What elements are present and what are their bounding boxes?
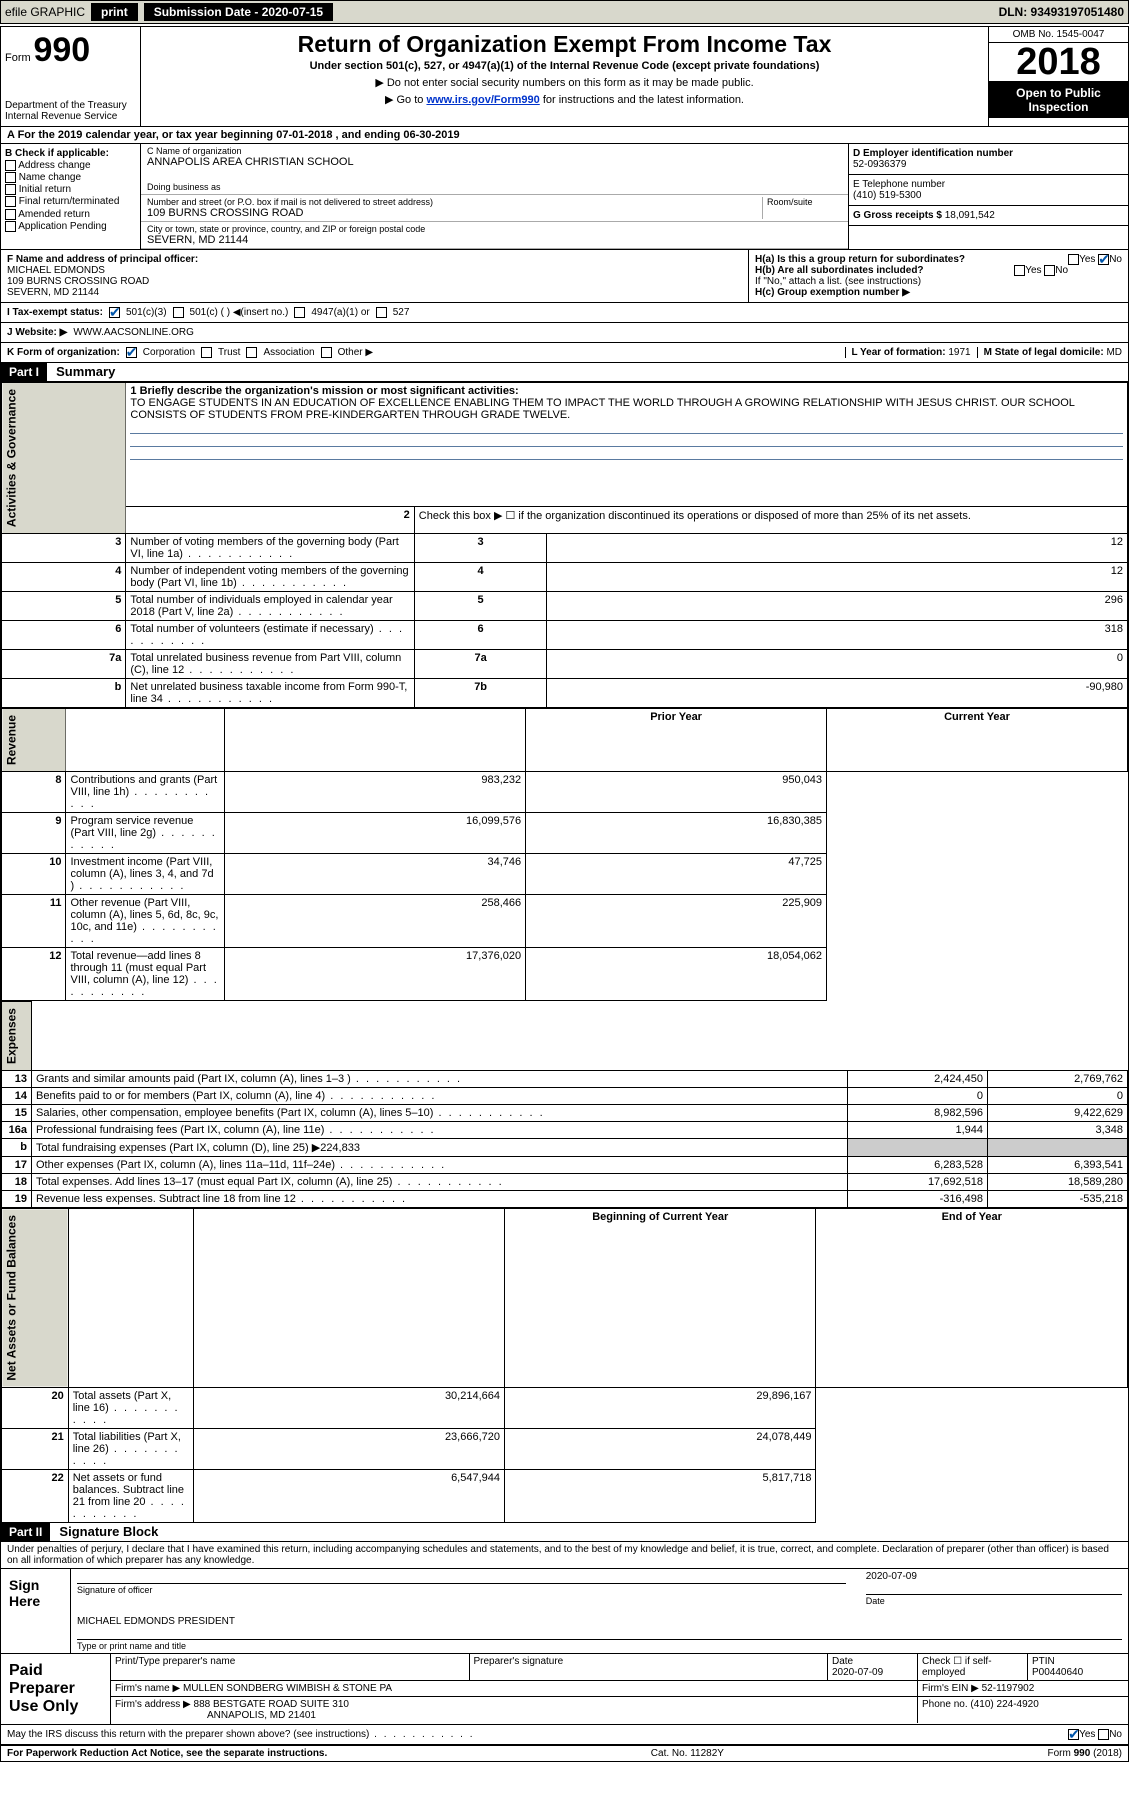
- dept-treasury: Department of the Treasury: [5, 100, 136, 111]
- table-row: bNet unrelated business taxable income f…: [2, 679, 1128, 708]
- officer-name: MICHAEL EDMONDS: [7, 265, 742, 276]
- form-990: Form 990 Department of the Treasury Inte…: [0, 26, 1129, 1762]
- expense-table: Expenses 13Grants and similar amounts pa…: [1, 1001, 1128, 1208]
- part2-title: Signature Block: [53, 1522, 164, 1541]
- form-label: Form: [5, 52, 31, 64]
- side-governance: Activities & Governance: [2, 383, 126, 534]
- firm-phone: (410) 224-4920: [970, 1699, 1038, 1710]
- section-klm: K Form of organization: Corporation Trus…: [1, 343, 1128, 363]
- goto-note: ▶ Go to www.irs.gov/Form990 for instruct…: [149, 93, 980, 106]
- table-row: 11Other revenue (Part VIII, column (A), …: [2, 895, 1128, 948]
- org-city: SEVERN, MD 21144: [147, 234, 842, 246]
- website: WWW.AACSONLINE.ORG: [73, 327, 194, 338]
- part1-title: Summary: [50, 362, 121, 381]
- table-row: 15Salaries, other compensation, employee…: [2, 1105, 1128, 1122]
- print-button[interactable]: print: [91, 3, 138, 21]
- table-row: 4Number of independent voting members of…: [2, 563, 1128, 592]
- telephone: (410) 519-5300: [853, 190, 1124, 201]
- side-revenue: Revenue: [2, 709, 66, 772]
- firm-name: MULLEN SONDBERG WIMBISH & STONE PA: [183, 1683, 392, 1694]
- topbar: efile GRAPHIC print Submission Date - 20…: [0, 0, 1129, 24]
- table-row: 8Contributions and grants (Part VIII, li…: [2, 772, 1128, 813]
- part1-header: Part I: [1, 363, 47, 381]
- table-row: 17Other expenses (Part IX, column (A), l…: [2, 1157, 1128, 1174]
- revenue-table: Revenue Prior Year Current Year 8Contrib…: [1, 708, 1128, 1001]
- form-subtitle: Under section 501(c), 527, or 4947(a)(1)…: [149, 60, 980, 72]
- table-row: 9Program service revenue (Part VIII, lin…: [2, 813, 1128, 854]
- section-h: H(a) Is this a group return for subordin…: [748, 250, 1128, 302]
- table-row: 16aProfessional fundraising fees (Part I…: [2, 1122, 1128, 1139]
- table-row: 13Grants and similar amounts paid (Part …: [2, 1071, 1128, 1088]
- side-expenses: Expenses: [2, 1002, 32, 1071]
- section-f: F Name and address of principal officer:…: [1, 250, 748, 302]
- table-row: 21Total liabilities (Part X, line 26)23,…: [2, 1428, 1128, 1469]
- table-row: 5Total number of individuals employed in…: [2, 592, 1128, 621]
- table-row: 10Investment income (Part VIII, column (…: [2, 854, 1128, 895]
- ssn-note: ▶ Do not enter social security numbers o…: [149, 76, 980, 89]
- section-b: B Check if applicable: Address change Na…: [1, 144, 141, 249]
- table-row: bTotal fundraising expenses (Part IX, co…: [2, 1139, 1128, 1157]
- footer: For Paperwork Reduction Act Notice, see …: [1, 1745, 1128, 1761]
- table-row: 18Total expenses. Add lines 13–17 (must …: [2, 1174, 1128, 1191]
- firm-ein: 52-1197902: [982, 1683, 1035, 1694]
- mission-text: TO ENGAGE STUDENTS IN AN EDUCATION OF EX…: [130, 397, 1074, 421]
- efile-label: efile GRAPHIC: [5, 5, 85, 19]
- dln-label: DLN: 93493197051480: [999, 5, 1124, 19]
- sign-block: Sign Here Signature of officer 2020-07-0…: [1, 1569, 1128, 1654]
- table-row: 7aTotal unrelated business revenue from …: [2, 650, 1128, 679]
- table-row: 22Net assets or fund balances. Subtract …: [2, 1469, 1128, 1522]
- open-public: Open to Public Inspection: [989, 82, 1128, 118]
- table-row: 19Revenue less expenses. Subtract line 1…: [2, 1191, 1128, 1208]
- table-row: 14Benefits paid to or for members (Part …: [2, 1088, 1128, 1105]
- summary-table: Activities & Governance 1 Briefly descri…: [1, 382, 1128, 708]
- side-net: Net Assets or Fund Balances: [2, 1209, 69, 1388]
- org-address: 109 BURNS CROSSING ROAD: [147, 207, 762, 219]
- discuss-line: May the IRS discuss this return with the…: [1, 1725, 1128, 1745]
- section-i: I Tax-exempt status: 501(c)(3) 501(c) ( …: [1, 303, 1128, 323]
- tax-year: 2018: [989, 43, 1128, 82]
- section-deg: D Employer identification number 52-0936…: [848, 144, 1128, 249]
- form-number: 990: [33, 31, 90, 69]
- table-row: 6Total number of volunteers (estimate if…: [2, 621, 1128, 650]
- ptin: P00440640: [1032, 1667, 1083, 1678]
- preparer-block: Paid Preparer Use Only Print/Type prepar…: [1, 1654, 1128, 1725]
- table-row: 12Total revenue—add lines 8 through 11 (…: [2, 948, 1128, 1001]
- part2-header: Part II: [1, 1523, 50, 1541]
- submission-label: Submission Date - 2020-07-15: [144, 3, 333, 21]
- table-row: 3Number of voting members of the governi…: [2, 534, 1128, 563]
- ein: 52-0936379: [853, 159, 1124, 170]
- section-c: C Name of organization ANNAPOLIS AREA CH…: [141, 144, 848, 249]
- penalty-text: Under penalties of perjury, I declare th…: [1, 1542, 1128, 1569]
- org-name: ANNAPOLIS AREA CHRISTIAN SCHOOL: [147, 156, 842, 168]
- dept-irs: Internal Revenue Service: [5, 111, 136, 122]
- officer-signed: MICHAEL EDMONDS PRESIDENT: [77, 1616, 1122, 1627]
- net-table: Net Assets or Fund Balances Beginning of…: [1, 1208, 1128, 1523]
- irs-link[interactable]: www.irs.gov/Form990: [426, 94, 539, 106]
- table-row: 20Total assets (Part X, line 16)30,214,6…: [2, 1387, 1128, 1428]
- form-title: Return of Organization Exempt From Incom…: [149, 31, 980, 58]
- period-line: A For the 2019 calendar year, or tax yea…: [1, 127, 1128, 144]
- gross-receipts: 18,091,542: [945, 210, 995, 221]
- section-j: J Website: ▶ WWW.AACSONLINE.ORG: [1, 323, 1128, 343]
